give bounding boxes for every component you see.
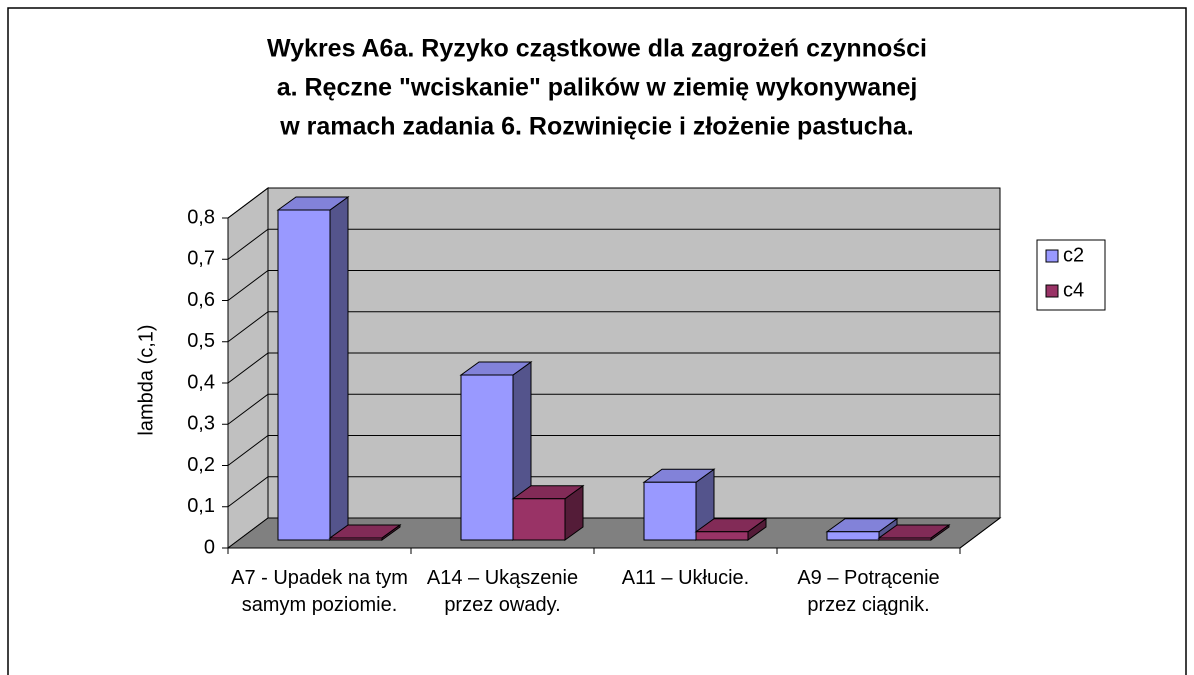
chart-title: Wykres A6a. Ryzyko cząstkowe dla zagroże… <box>267 35 927 63</box>
y-tick-label: 0,5 <box>187 330 215 352</box>
x-tick-label: A9 – Potrącenie przez ciągnik. <box>797 567 940 616</box>
bar <box>694 517 768 541</box>
bar <box>328 523 402 541</box>
grid-line <box>227 352 1000 384</box>
bar-face <box>878 537 932 541</box>
bar-face <box>460 374 514 541</box>
bar-face <box>826 531 880 541</box>
grid-line <box>227 311 1000 343</box>
legend-swatch <box>1045 284 1059 298</box>
grid-line <box>227 393 1000 425</box>
y-axis-title: lambda (c,1) <box>135 324 157 435</box>
x-tick-label: A11 – Ukłucie. <box>621 567 750 589</box>
bar <box>642 468 716 541</box>
bar <box>877 523 951 541</box>
y-tick-label: 0,2 <box>187 454 215 476</box>
bar-face <box>329 196 349 541</box>
y-tick-label: 0,4 <box>187 371 215 393</box>
grid-line <box>227 270 1000 301</box>
bar-face <box>695 531 749 541</box>
grid-line <box>227 476 1000 508</box>
x-tick-label: A7 - Upadek na tym samym poziomie. <box>231 567 408 616</box>
chart-title: w ramach zadania 6. Rozwinięcie i złożen… <box>279 113 914 141</box>
chart-title: a. Ręczne "wciskanie" palików w ziemię w… <box>277 74 918 102</box>
bar <box>511 484 585 541</box>
grid-line <box>227 435 1000 466</box>
bar-face <box>329 537 383 541</box>
legend-label: c2 <box>1063 244 1084 266</box>
floor-edge <box>959 517 1001 549</box>
bar <box>276 196 350 541</box>
bar-face <box>512 498 566 541</box>
y-tick-label: 0,7 <box>187 248 215 270</box>
y-tick-label: 0 <box>204 536 215 558</box>
y-tick-label: 0,3 <box>187 413 215 435</box>
bar-face <box>277 209 331 541</box>
grid-line <box>227 187 1000 219</box>
grid-line <box>227 228 1000 260</box>
y-tick-label: 0,1 <box>187 495 215 517</box>
y-tick-label: 0,6 <box>187 289 215 311</box>
bar-face <box>643 481 697 541</box>
legend-label: c4 <box>1063 279 1084 301</box>
legend-swatch <box>1045 249 1059 263</box>
x-tick-label: A14 – Ukąszenie przez owady. <box>426 567 579 616</box>
y-tick-label: 0,8 <box>187 206 215 228</box>
